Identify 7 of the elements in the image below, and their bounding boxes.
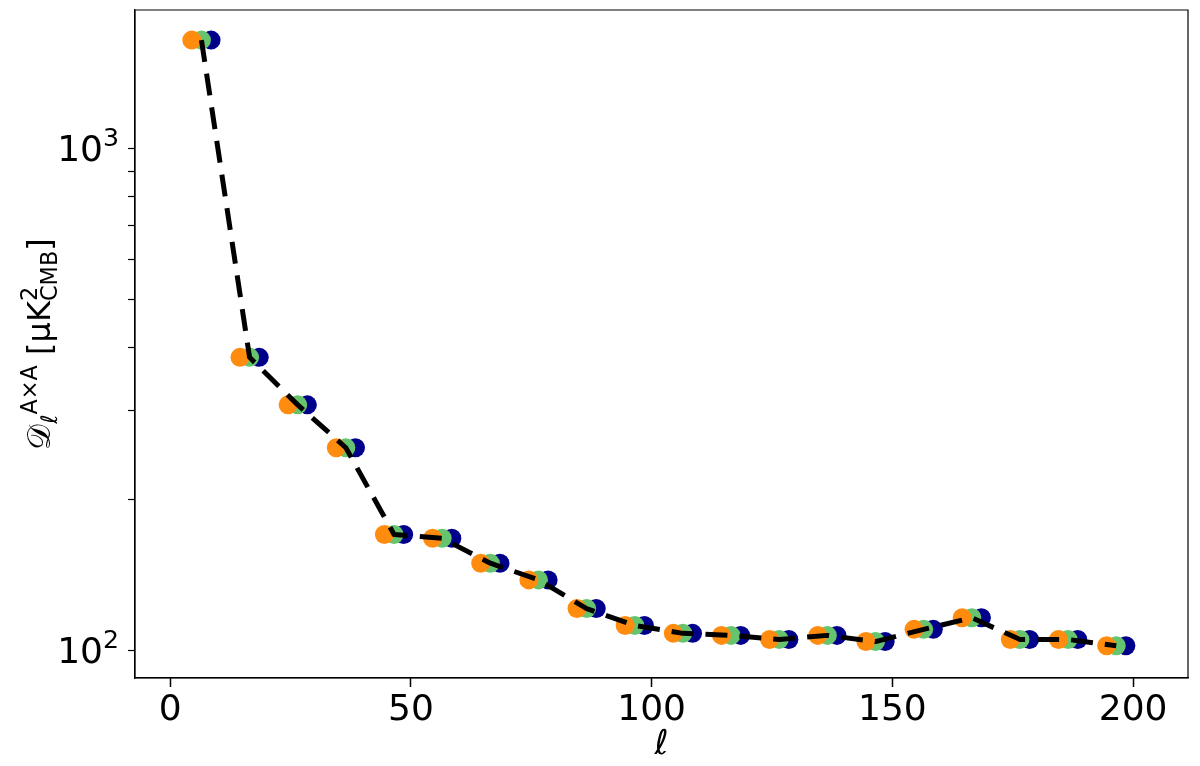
x-tick-label: 200 <box>1098 686 1168 728</box>
y-axis-title: 𝒟ℓA×A [μK2CMB] <box>15 238 63 450</box>
x-tick-label: 0 <box>158 686 182 728</box>
x-tick-label: 150 <box>858 686 927 728</box>
point <box>230 347 250 367</box>
x-tick-label: 50 <box>387 686 434 728</box>
point <box>182 30 202 50</box>
